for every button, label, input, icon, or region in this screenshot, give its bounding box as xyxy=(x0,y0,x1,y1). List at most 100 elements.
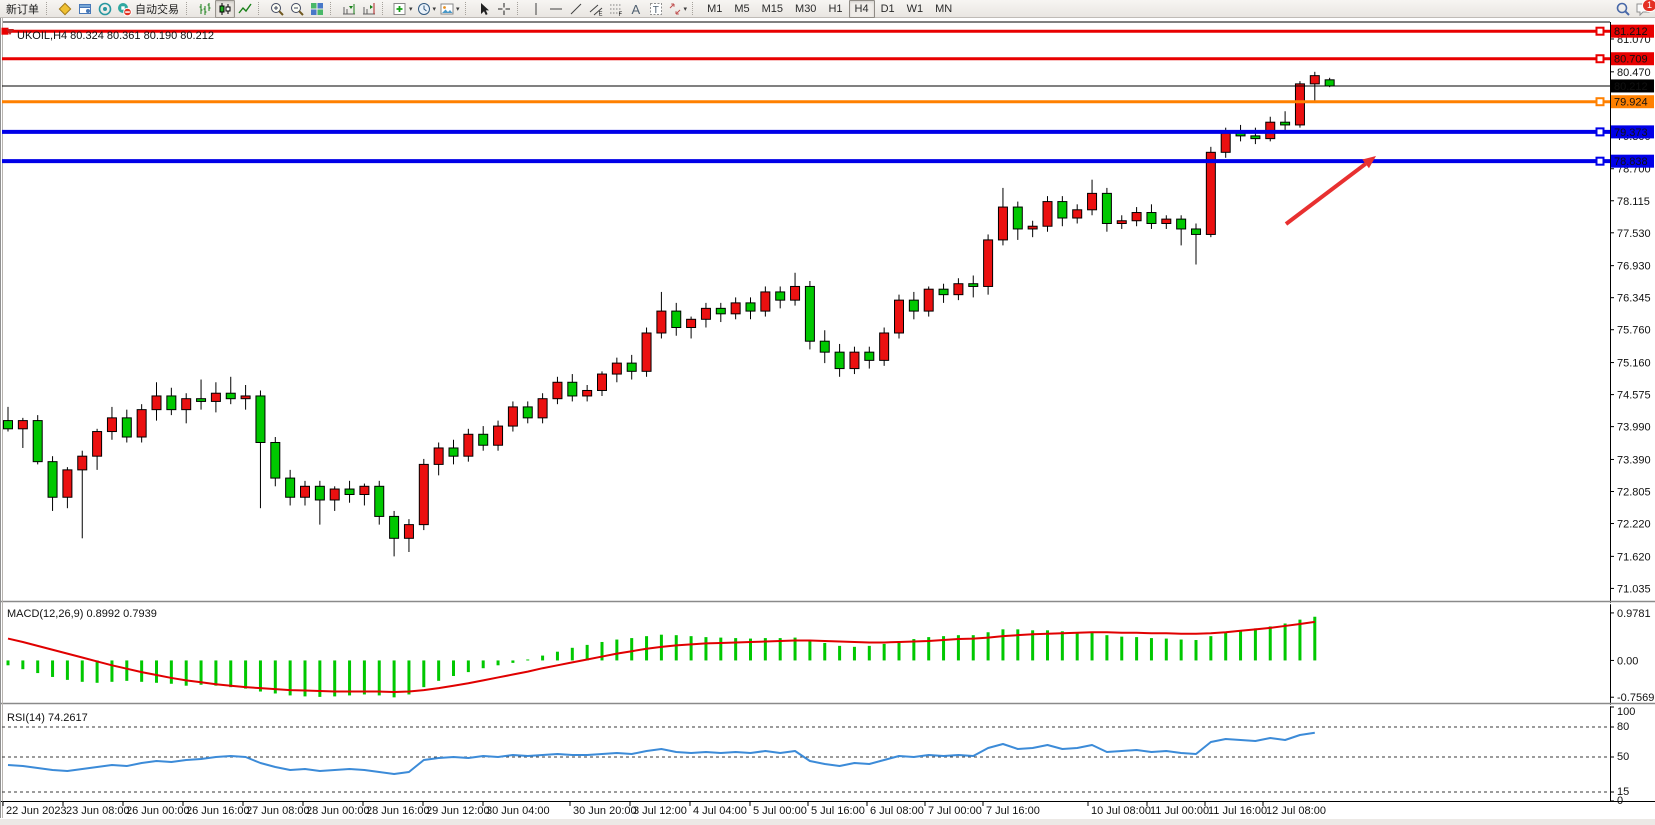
metaeditor-button[interactable] xyxy=(55,0,75,18)
chevron-down-icon: ▾ xyxy=(456,5,460,13)
price-tick: 78.115 xyxy=(1617,196,1650,208)
fibonacci-button[interactable]: F xyxy=(606,0,626,18)
toolbar-separator xyxy=(186,2,192,15)
macd-bar xyxy=(1001,629,1005,661)
candle xyxy=(1191,223,1201,265)
equidistant-channel-button[interactable]: E xyxy=(586,0,606,18)
search-icon-wrap xyxy=(1615,1,1631,17)
bar-chart-button[interactable] xyxy=(195,0,215,18)
tile-windows-button[interactable] xyxy=(307,0,327,18)
candle xyxy=(1042,196,1053,232)
arrows-icon xyxy=(669,3,680,14)
time-label: 28 Jun 00:00 xyxy=(306,805,370,817)
macd-bar xyxy=(80,660,84,682)
svg-text:E: E xyxy=(598,11,602,17)
crosshair-button[interactable] xyxy=(494,0,514,18)
macd-bar xyxy=(1060,631,1064,661)
horizontal-line-button[interactable] xyxy=(546,0,566,18)
macd-bar xyxy=(867,645,871,661)
timeframe-button-h1[interactable]: H1 xyxy=(828,2,843,15)
timeframe-button-m30[interactable]: M30 xyxy=(795,2,817,15)
macd-bar xyxy=(288,660,292,696)
arrows-button[interactable]: ▾ xyxy=(666,0,690,18)
new-order-button[interactable]: 新订单 xyxy=(2,0,43,18)
macd-bar xyxy=(719,637,723,661)
trendline-button[interactable] xyxy=(566,0,586,18)
macd-signal-line xyxy=(7,620,1315,694)
cursor-button[interactable] xyxy=(474,0,494,18)
macd-bar xyxy=(942,636,946,661)
candle xyxy=(552,376,563,405)
chart-shift-button[interactable] xyxy=(359,0,379,18)
candle xyxy=(1027,220,1038,238)
templates-button[interactable]: ▾ xyxy=(438,0,462,18)
macd-bar xyxy=(555,651,559,661)
metaeditor-icon xyxy=(58,2,72,15)
candle xyxy=(1012,201,1023,240)
text-icon: A xyxy=(631,2,640,17)
candle xyxy=(656,291,667,339)
candle xyxy=(938,283,949,303)
timeframe-button-h4[interactable]: H4 xyxy=(848,0,875,18)
search-button[interactable] xyxy=(1613,0,1633,18)
zoom-in-icon-wrap xyxy=(269,1,285,17)
macd-bar xyxy=(793,637,797,661)
timeframe-button-mn[interactable]: MN xyxy=(935,2,953,15)
macd-bar xyxy=(318,660,322,697)
trend-arrow[interactable] xyxy=(1284,156,1376,226)
line-handle[interactable] xyxy=(1595,127,1605,137)
text-label-button[interactable]: T xyxy=(646,0,666,18)
timeframe-button-m15[interactable]: M15 xyxy=(761,2,784,15)
broadcast-button[interactable] xyxy=(95,0,115,18)
auto-scroll-button[interactable] xyxy=(339,0,359,18)
templates-icon xyxy=(440,3,454,14)
timeframe-button-w1[interactable]: W1 xyxy=(906,2,924,15)
price-tick: 73.990 xyxy=(1617,422,1651,434)
timeframe-button-m5[interactable]: M5 xyxy=(734,2,750,15)
candle xyxy=(255,390,266,509)
timeframe-button-m1[interactable]: M1 xyxy=(707,2,723,15)
price-badge: 80.212 xyxy=(1611,79,1654,93)
autotrade-button[interactable]: 自动交易 xyxy=(115,0,183,18)
candle xyxy=(210,382,221,413)
chat-button[interactable]: 1 xyxy=(1633,0,1655,18)
macd-bar xyxy=(21,660,25,670)
chat-icon-wrap: 1 xyxy=(1635,0,1655,17)
timeframe-button-d1[interactable]: D1 xyxy=(880,2,895,15)
time-label: 11 Jul 00:00 xyxy=(1150,805,1209,817)
add-indicator-button[interactable]: ▾ xyxy=(391,0,415,18)
crosshair-icon xyxy=(497,2,510,15)
toolbar-separator xyxy=(516,2,523,15)
line-handle[interactable] xyxy=(1595,54,1605,64)
zoom-out-button[interactable] xyxy=(287,0,307,18)
text-label-icon: T xyxy=(649,2,662,16)
zoom-in-button[interactable] xyxy=(267,0,287,18)
candlestick-chart-button[interactable] xyxy=(215,0,235,18)
macd-bar xyxy=(1075,632,1079,661)
time-label: 28 Jun 16:00 xyxy=(366,805,430,817)
price-badge: 80.709 xyxy=(1611,52,1654,66)
line-handle[interactable] xyxy=(1595,97,1605,107)
auto-scroll-icon-wrap xyxy=(341,1,357,17)
line-handle[interactable] xyxy=(1595,26,1605,36)
macd-bar xyxy=(65,660,69,680)
periods-button[interactable]: ▾ xyxy=(415,0,439,18)
vertical-line-button[interactable] xyxy=(526,0,546,18)
time-label: 12 Jul 08:00 xyxy=(1266,805,1326,817)
price-tick: 77.530 xyxy=(1617,228,1651,240)
notification-badge: 1 xyxy=(1642,0,1655,12)
candle xyxy=(1087,179,1098,216)
candle xyxy=(47,456,58,511)
zoom-out-icon xyxy=(291,2,304,16)
line-chart-button[interactable] xyxy=(235,0,255,18)
text-button[interactable]: A xyxy=(626,0,646,18)
line-handle[interactable] xyxy=(1595,156,1605,166)
macd-bar xyxy=(956,635,960,661)
candle xyxy=(908,291,919,320)
line-handle[interactable] xyxy=(1,27,9,35)
candle xyxy=(582,385,593,402)
terminal-button[interactable] xyxy=(75,0,95,18)
fibonacci-icon: F xyxy=(609,4,622,17)
